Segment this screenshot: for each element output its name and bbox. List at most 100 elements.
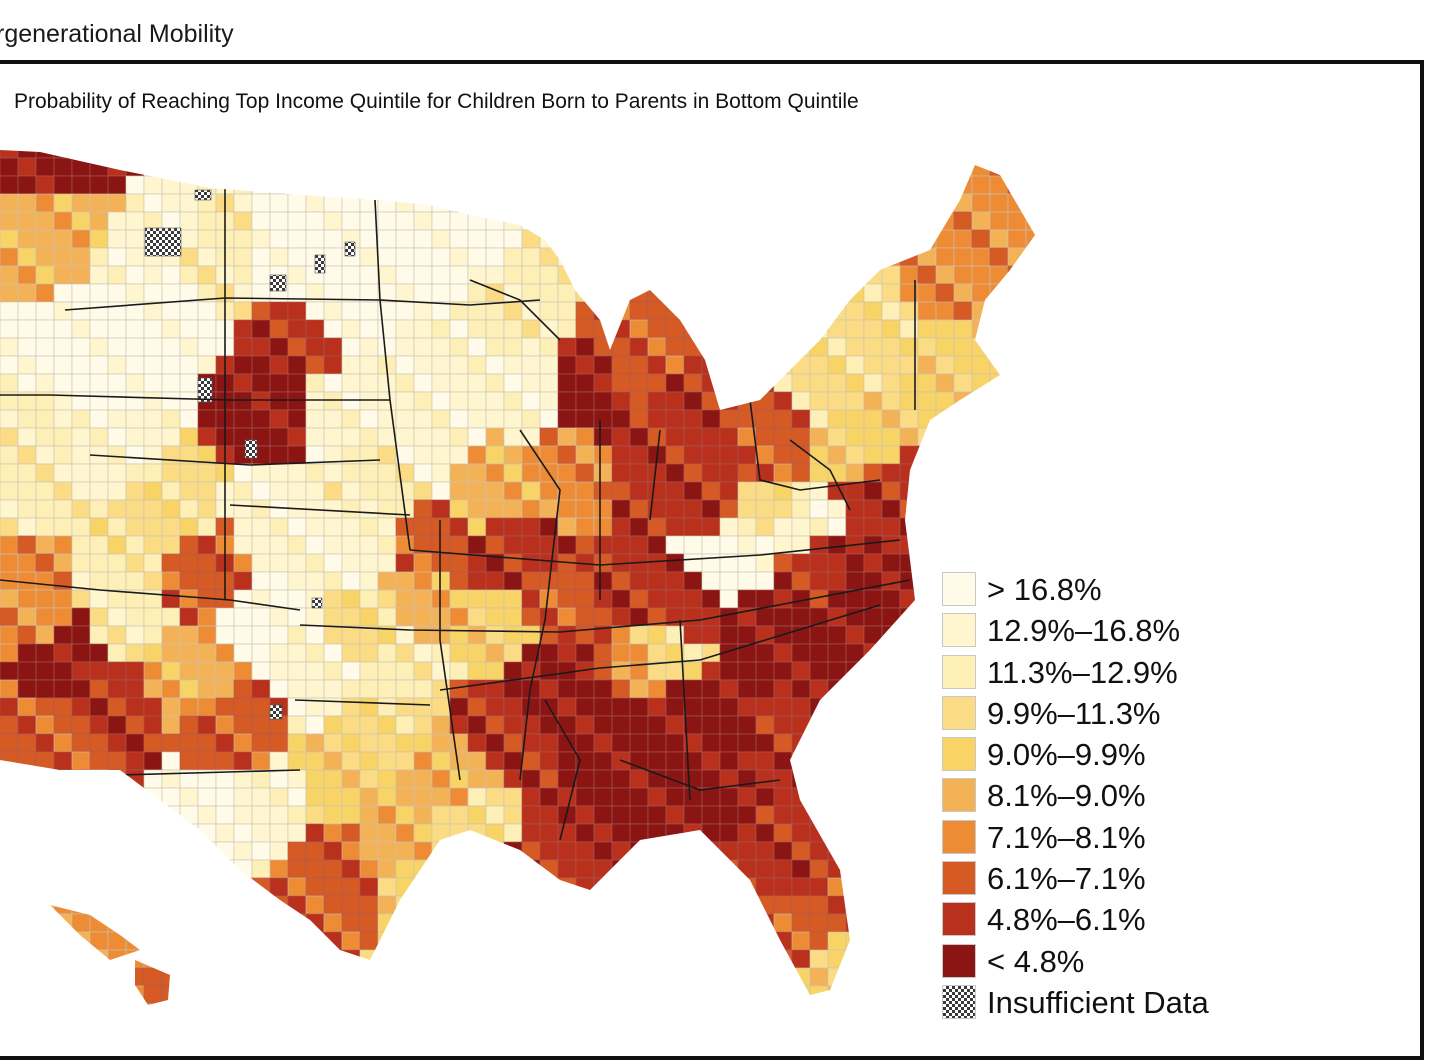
commuting-zone-cell <box>287 715 307 735</box>
commuting-zone-cell <box>377 1003 397 1005</box>
commuting-zone-cell <box>737 481 757 501</box>
commuting-zone-cell <box>413 283 433 303</box>
commuting-zone-cell <box>467 499 487 519</box>
commuting-zone-cell <box>737 985 757 1005</box>
commuting-zone-cell <box>665 949 685 969</box>
commuting-zone-cell <box>503 661 523 681</box>
commuting-zone-cell <box>881 589 901 609</box>
commuting-zone-cell <box>485 150 505 159</box>
commuting-zone-cell <box>17 229 37 249</box>
commuting-zone-cell <box>863 679 883 699</box>
commuting-zone-cell <box>881 751 901 771</box>
insufficient-data-swatch <box>942 984 976 1019</box>
commuting-zone-cell <box>845 769 865 789</box>
commuting-zone-cell <box>17 913 37 933</box>
commuting-zone-cell <box>323 931 343 951</box>
commuting-zone-cell <box>17 283 37 303</box>
commuting-zone-cell <box>989 150 1009 159</box>
commuting-zone-cell <box>701 463 721 483</box>
commuting-zone-cell <box>881 877 901 897</box>
commuting-zone-cell <box>917 679 937 699</box>
commuting-zone-cell <box>791 409 811 429</box>
legend-swatch <box>942 695 976 730</box>
commuting-zone-cell <box>431 625 451 645</box>
commuting-zone-cell <box>881 409 901 429</box>
commuting-zone-cell <box>611 967 631 987</box>
commuting-zone-cell <box>0 229 19 249</box>
commuting-zone-cell <box>179 229 199 249</box>
commuting-zone-cell <box>107 247 127 267</box>
commuting-zone-cell <box>53 625 73 645</box>
commuting-zone-cell <box>125 769 145 789</box>
commuting-zone-cell <box>971 265 991 285</box>
commuting-zone-cell <box>575 589 595 609</box>
commuting-zone-cell <box>971 283 991 303</box>
commuting-zone-cell <box>557 607 577 627</box>
commuting-zone-cell <box>251 967 271 987</box>
commuting-zone-cell <box>809 769 829 789</box>
commuting-zone-cell <box>647 949 667 969</box>
commuting-zone-cell <box>143 823 163 843</box>
commuting-zone-cell <box>485 769 505 789</box>
commuting-zone-cell <box>341 805 361 825</box>
commuting-zone-cell <box>881 823 901 843</box>
commuting-zone-cell <box>791 247 811 267</box>
commuting-zone-cell <box>809 193 829 213</box>
commuting-zone-cell <box>269 319 289 339</box>
commuting-zone-cell <box>557 391 577 411</box>
commuting-zone-cell <box>53 643 73 663</box>
commuting-zone-cell <box>467 733 487 753</box>
commuting-zone-cell <box>18 1022 36 1040</box>
commuting-zone-cell <box>485 535 505 555</box>
commuting-zone-cell <box>593 949 613 969</box>
commuting-zone-cell <box>0 661 19 681</box>
commuting-zone-cell <box>936 1022 954 1040</box>
commuting-zone-cell <box>107 391 127 411</box>
commuting-zone-cell <box>305 157 325 177</box>
commuting-zone-cell <box>611 661 631 681</box>
commuting-zone-cell <box>935 355 955 375</box>
commuting-zone-cell <box>539 445 559 465</box>
commuting-zone-cell <box>917 751 937 771</box>
commuting-zone-cell <box>539 283 559 303</box>
commuting-zone-cell <box>359 301 379 321</box>
commuting-zone-cell <box>341 841 361 861</box>
commuting-zone-cell <box>719 193 739 213</box>
commuting-zone-cell <box>899 150 919 159</box>
commuting-zone-cell <box>791 463 811 483</box>
commuting-zone-cell <box>485 409 505 429</box>
commuting-zone-cell <box>287 805 307 825</box>
commuting-zone-cell <box>611 157 631 177</box>
commuting-zone-cell <box>179 787 199 807</box>
commuting-zone-cell <box>629 823 649 843</box>
commuting-zone-cell <box>539 643 559 663</box>
commuting-zone-cell <box>485 175 505 195</box>
commuting-zone-cell <box>305 391 325 411</box>
commuting-zone-cell <box>899 607 919 627</box>
commuting-zone-cell <box>341 769 361 789</box>
commuting-zone-cell <box>647 283 667 303</box>
commuting-zone-cell <box>107 409 127 429</box>
commuting-zone-cell <box>89 985 109 1005</box>
commuting-zone-cell <box>557 355 577 375</box>
commuting-zone-cell <box>431 715 451 735</box>
commuting-zone-cell <box>341 409 361 429</box>
commuting-zone-cell <box>989 373 1009 393</box>
commuting-zone-cell <box>251 985 271 1005</box>
commuting-zone-cell <box>269 427 289 447</box>
commuting-zone-cell <box>593 751 613 771</box>
commuting-zone-cell <box>107 751 127 771</box>
commuting-zone-cell <box>503 337 523 357</box>
commuting-zone-cell <box>0 805 19 825</box>
commuting-zone-cell <box>71 499 91 519</box>
commuting-zone-cell <box>845 625 865 645</box>
commuting-zone-cell <box>504 1022 522 1040</box>
commuting-zone-cell <box>161 643 181 663</box>
commuting-zone-cell <box>53 715 73 735</box>
commuting-zone-cell <box>89 949 109 969</box>
commuting-zone-cell <box>125 697 145 717</box>
commuting-zone-cell <box>863 949 883 969</box>
commuting-zone-cell <box>143 445 163 465</box>
commuting-zone-cell <box>449 931 469 951</box>
commuting-zone-cell <box>683 805 703 825</box>
